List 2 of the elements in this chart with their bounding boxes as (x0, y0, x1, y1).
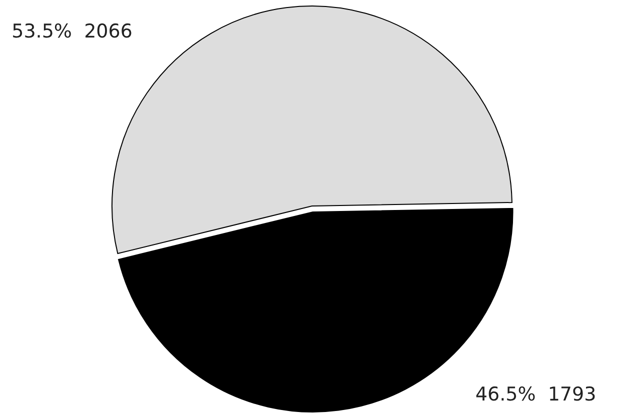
data-label: 53.5% 2066 (12, 20, 132, 42)
data-label: 46.5% 1793 (475, 383, 596, 406)
